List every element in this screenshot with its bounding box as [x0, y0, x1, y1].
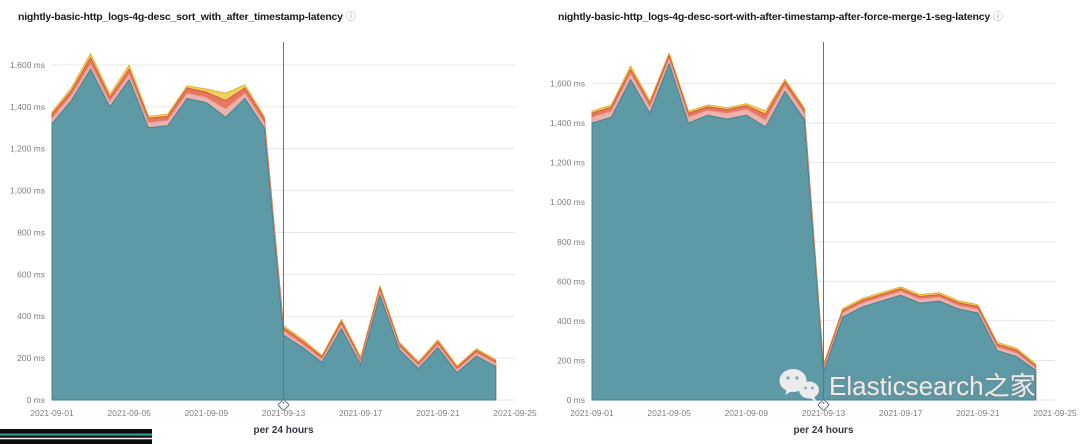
chart-panel-desc-sort-latency: nightly-basic-http_logs-4g-desc_sort_wit…	[0, 0, 540, 444]
x-tick-label: 2021-09-09	[185, 408, 229, 418]
bottom-stripe-bar	[0, 429, 152, 444]
x-tick-label: 2021-09-17	[879, 408, 923, 418]
y-tick-label: 400 ms	[557, 316, 585, 326]
y-tick-label: 800 ms	[557, 237, 585, 247]
y-tick-label: 0 ms	[27, 395, 45, 405]
y-tick-label: 1,200 ms	[550, 158, 585, 168]
x-axis-title: per 24 hours	[793, 425, 853, 436]
y-tick-label: 1,400 ms	[10, 102, 45, 112]
y-tick-label: 1,200 ms	[10, 144, 45, 154]
chart-panel-desc-sort-force-merge-latency: nightly-basic-http_logs-4g-desc-sort-wit…	[540, 0, 1080, 444]
x-tick-label: 2021-09-01	[570, 408, 614, 418]
x-tick-label: 2021-09-21	[956, 408, 1000, 418]
y-tick-label: 200 ms	[17, 353, 45, 363]
x-tick-label: 2021-09-09	[725, 408, 769, 418]
info-icon[interactable]: ⓘ	[345, 12, 356, 23]
latency-area-chart[interactable]: 0 ms 200 ms 400 ms 600 ms 800 ms 1,000 ms 1,20…	[540, 0, 1080, 444]
chart-title: nightly-basic-http_logs-4g-desc_sort_wit…	[18, 8, 532, 23]
series-teal-area[interactable]	[591, 63, 1037, 401]
x-tick-label: 2021-09-13	[262, 408, 306, 418]
x-axis-title: per 24 hours	[253, 425, 313, 436]
latency-area-chart[interactable]: 0 ms 200 ms 400 ms 600 ms 800 ms 1,000 ms 1,20…	[0, 0, 540, 444]
y-tick-label: 200 ms	[557, 355, 585, 365]
y-tick-label: 1,000 ms	[10, 186, 45, 196]
y-tick-label: 0 ms	[567, 395, 585, 405]
x-tick-label: 2021-09-25	[493, 408, 537, 418]
annotation-tag-icon[interactable]	[277, 399, 290, 411]
y-tick-label: 400 ms	[17, 311, 45, 321]
y-tick-label: 600 ms	[557, 276, 585, 286]
x-tick-label: 2021-09-05	[107, 408, 151, 418]
info-icon[interactable]: ⓘ	[993, 12, 1003, 23]
x-tick-label: 2021-09-01	[30, 408, 74, 418]
x-tick-label: 2021-09-17	[339, 408, 383, 418]
series-teal-area[interactable]	[51, 68, 497, 401]
annotation-tag-icon[interactable]	[817, 399, 830, 411]
chart-title-text: nightly-basic-http_logs-4g-desc-sort-wit…	[558, 11, 991, 23]
y-tick-label: 1,600 ms	[10, 60, 45, 70]
y-tick-label: 800 ms	[17, 227, 45, 237]
y-tick-label: 1,600 ms	[550, 79, 585, 89]
x-tick-label: 2021-09-05	[647, 408, 691, 418]
y-tick-label: 600 ms	[17, 269, 45, 279]
x-tick-label: 2021-09-13	[802, 408, 846, 418]
y-tick-label: 1,400 ms	[550, 118, 585, 128]
x-tick-label: 2021-09-21	[416, 408, 460, 418]
chart-title: nightly-basic-http_logs-4g-desc-sort-wit…	[558, 8, 1072, 23]
chart-title-text: nightly-basic-http_logs-4g-desc_sort_wit…	[18, 11, 343, 23]
x-tick-label: 2021-09-25	[1033, 408, 1077, 418]
y-tick-label: 1,000 ms	[550, 197, 585, 207]
